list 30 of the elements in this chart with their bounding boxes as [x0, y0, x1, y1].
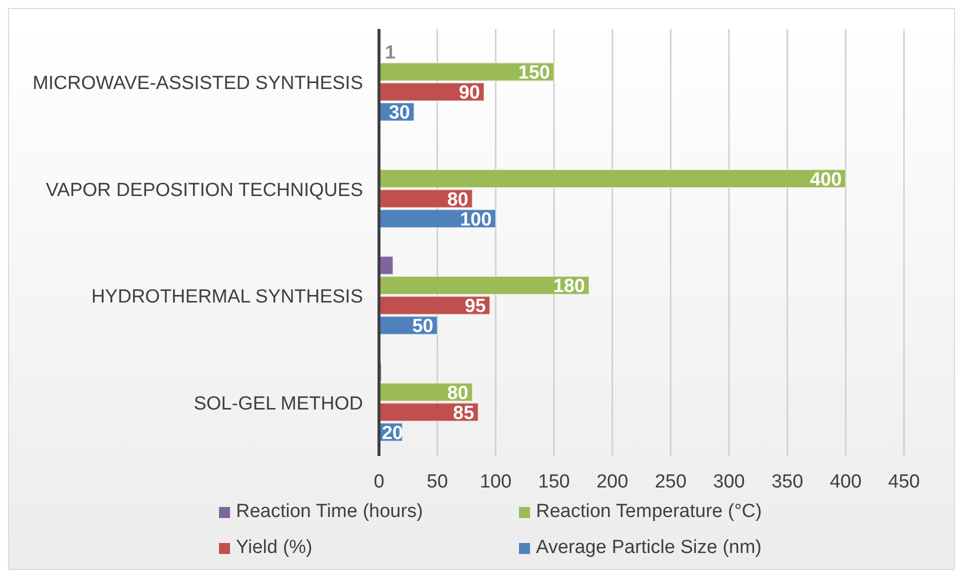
data-label: 30 — [388, 102, 410, 124]
legend-label: Average Particle Size (nm) — [536, 537, 762, 559]
data-label: 50 — [412, 316, 434, 338]
x-tick-label: 350 — [771, 471, 804, 492]
data-label: 150 — [518, 62, 550, 84]
data-label: 400 — [810, 169, 842, 190]
data-label: 95 — [464, 296, 486, 318]
legend-label: Reaction Time (hours) — [236, 501, 423, 523]
x-tick-label: 100 — [480, 471, 512, 492]
data-label: 85 — [453, 402, 475, 424]
y-tick-label: HYDROTHERMAL SYNTHESIS — [91, 286, 363, 308]
legend-label: Reaction Temperature (°C) — [536, 501, 762, 523]
data-label: 80 — [447, 382, 468, 404]
x-tick-label: 400 — [830, 471, 862, 492]
data-label: 1 — [385, 42, 396, 64]
y-tick-label: SOL-GEL METHOD — [194, 393, 363, 414]
x-tick-label: 250 — [654, 471, 687, 492]
x-tick-label: 300 — [713, 471, 745, 492]
y-tick-label: MICROWAVE-ASSISTED SYNTHESIS — [32, 73, 363, 94]
data-label: 100 — [460, 209, 492, 230]
x-tick-label: 450 — [888, 471, 920, 492]
legend-label: Yield (%) — [236, 537, 312, 559]
x-tick-label: 50 — [426, 471, 448, 492]
data-label: 80 — [447, 189, 468, 210]
x-tick-label: 200 — [596, 471, 628, 492]
data-label: 180 — [553, 276, 585, 298]
y-tick-label: VAPOR DEPOSITION TECHNIQUES — [46, 180, 363, 201]
x-tick-label: 0 — [374, 471, 384, 492]
x-tick-label: 150 — [538, 471, 570, 492]
data-label: 90 — [458, 82, 480, 104]
